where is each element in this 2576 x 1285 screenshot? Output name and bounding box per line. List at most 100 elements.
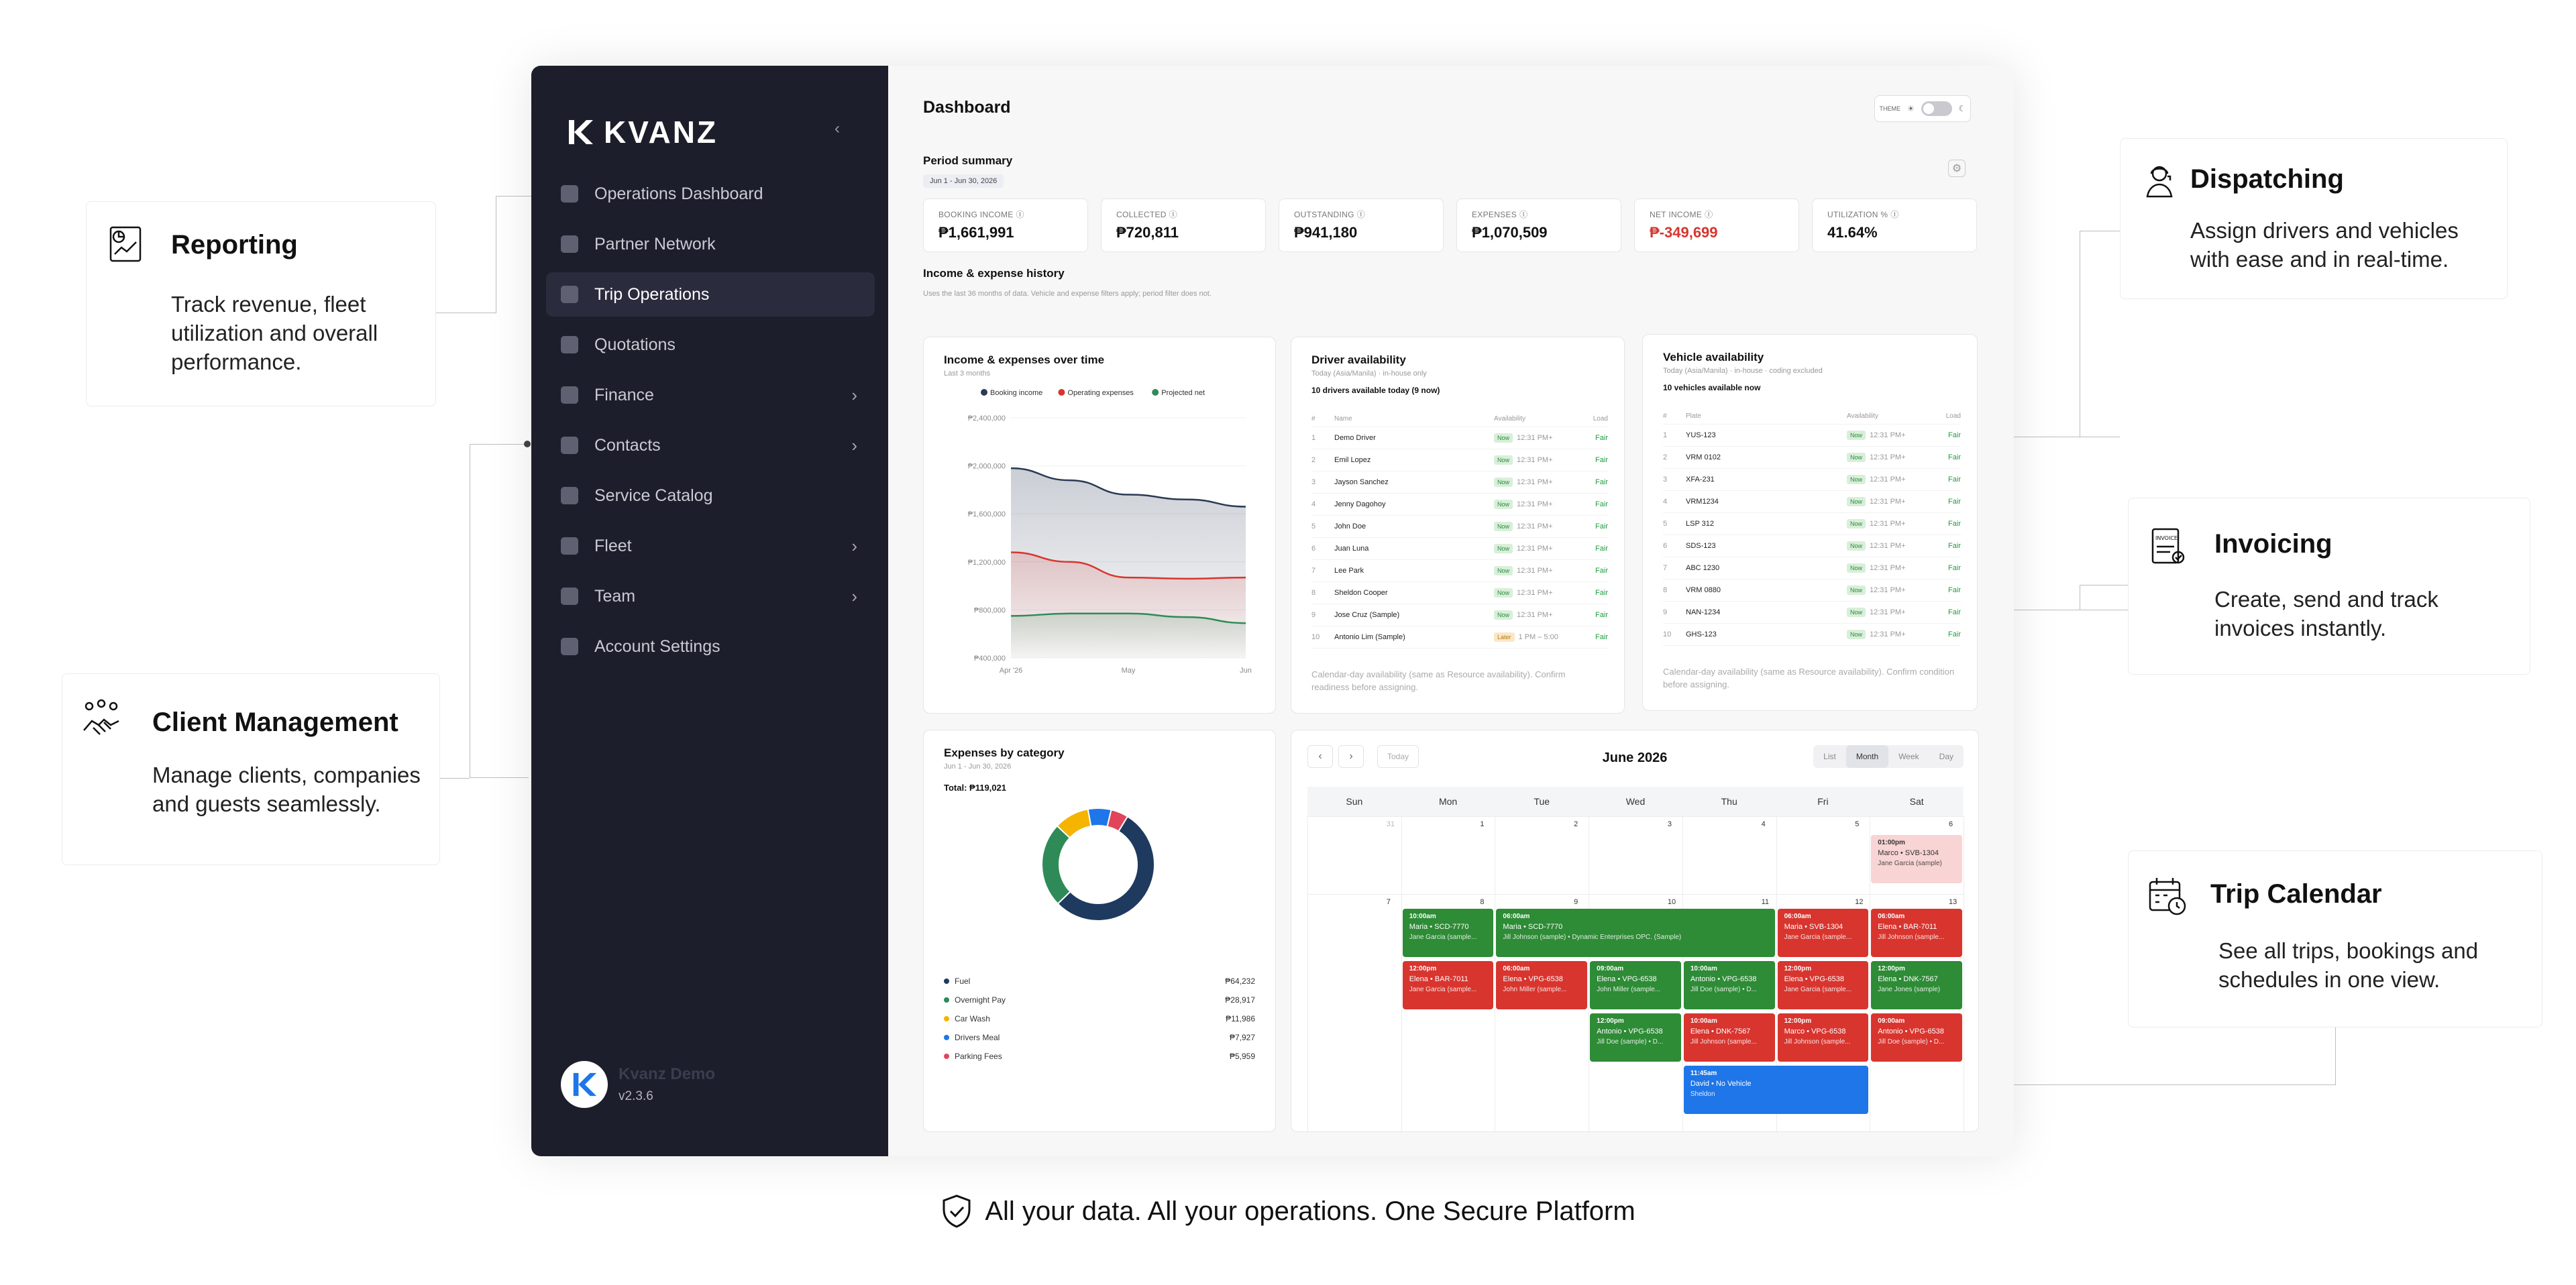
info-icon[interactable]: ⓘ xyxy=(1016,210,1024,219)
calendar-event[interactable]: 06:00am Elena • BAR-7011 Jill Johnson (sam… xyxy=(1871,909,1962,957)
calendar-event[interactable]: 12:00pm Elena • VPG-6538 Jane Garcia (samp… xyxy=(1777,961,1869,1009)
day-number[interactable]: 1 xyxy=(1480,820,1485,828)
event-title: Elena • DNK-7567 xyxy=(1690,1027,1751,1036)
main-content: Dashboard THEME ☀ ☾ Period summary Jun 1… xyxy=(888,66,2014,1156)
table-row[interactable]: 5 LSP 312 Now 12:31 PM+ Fair xyxy=(1663,513,1961,535)
period-range[interactable]: Jun 1 - Jun 30, 2026 xyxy=(923,174,1004,188)
status-badge: Now xyxy=(1494,588,1513,598)
day-number[interactable]: 12 xyxy=(1855,898,1864,906)
table-row[interactable]: 3 Jayson Sanchez Now 12:31 PM+ Fair xyxy=(1311,471,1608,494)
sidebar-item-service-catalog[interactable]: Service Catalog xyxy=(546,473,875,518)
day-number[interactable]: 13 xyxy=(1949,898,1957,906)
table-row[interactable]: 6 Juan Luna Now 12:31 PM+ Fair xyxy=(1311,538,1608,560)
expenses-title: Expenses by category xyxy=(944,746,1065,759)
day-number[interactable]: 6 xyxy=(1949,820,1953,828)
row-name: Jayson Sanchez xyxy=(1334,478,1389,486)
view-month[interactable]: Month xyxy=(1845,745,1889,768)
calendar-event[interactable]: 01:00pm Marco • SVB-1304 Jane Garcia (samp… xyxy=(1871,835,1962,883)
sidebar-item-finance[interactable]: Finance › xyxy=(546,373,875,417)
table-row[interactable]: 9 NAN-1234 Now 12:31 PM+ Fair xyxy=(1663,602,1961,624)
calendar-event[interactable]: 12:00pm Elena • BAR-7011 Jane Garcia (samp… xyxy=(1402,961,1494,1009)
row-index: 3 xyxy=(1663,476,1668,484)
sidebar-item-contacts[interactable]: Contacts › xyxy=(546,423,875,467)
theme-switch[interactable] xyxy=(1921,101,1952,116)
table-row[interactable]: 10 GHS-123 Now 12:31 PM+ Fair xyxy=(1663,624,1961,646)
day-number[interactable]: 9 xyxy=(1574,898,1578,906)
gear-icon[interactable]: ⚙ xyxy=(1948,160,1966,177)
legend-label: Car Wash xyxy=(955,1014,990,1023)
table-row[interactable]: 2 VRM 0102 Now 12:31 PM+ Fair xyxy=(1663,447,1961,469)
day-number[interactable]: 8 xyxy=(1480,898,1485,906)
table-row[interactable]: 7 Lee Park Now 12:31 PM+ Fair xyxy=(1311,560,1608,582)
sidebar-item-account-settings[interactable]: Account Settings xyxy=(546,624,875,669)
calendar-event[interactable]: 12:00pm Marco • VPG-6538 Jill Johnson (sam… xyxy=(1777,1013,1869,1062)
table-row[interactable]: 9 Jose Cruz (Sample) Now 12:31 PM+ Fair xyxy=(1311,604,1608,626)
sidebar-item-operations-dashboard[interactable]: Operations Dashboard xyxy=(546,172,875,216)
view-day[interactable]: Day xyxy=(1939,752,1953,761)
sidebar-item-quotations[interactable]: Quotations xyxy=(546,323,875,367)
availability-time: 12:31 PM+ xyxy=(1870,586,1906,594)
brand-logo[interactable]: KVANZ xyxy=(566,114,718,150)
event-title: Marco • VPG-6538 xyxy=(1784,1027,1846,1036)
calendar-event[interactable]: 06:00am Elena • VPG-6538 John Miller (samp… xyxy=(1496,961,1588,1009)
table-row[interactable]: 4 VRM1234 Now 12:31 PM+ Fair xyxy=(1663,491,1961,513)
event-time: 11:45am xyxy=(1690,1070,1717,1077)
sidebar-item-trip-operations[interactable]: Trip Operations xyxy=(546,272,875,317)
table-row[interactable]: 3 XFA-231 Now 12:31 PM+ Fair xyxy=(1663,469,1961,491)
table-row[interactable]: 7 ABC 1230 Now 12:31 PM+ Fair xyxy=(1663,557,1961,579)
calendar-event[interactable]: 10:00am Maria • SCD-7770 Jane Garcia (samp… xyxy=(1402,909,1494,957)
stat-label: EXPENSES ⓘ xyxy=(1472,209,1606,220)
calendar-event[interactable]: 06:00am Maria • SCD-7770 Jill Johnson (sam… xyxy=(1496,909,1775,957)
row-name: VRM1234 xyxy=(1686,498,1719,506)
sidebar-item-partner-network[interactable]: Partner Network xyxy=(546,222,875,266)
calendar-event[interactable]: 10:00am Elena • DNK-7567 Jill Johnson (sam… xyxy=(1683,1013,1775,1062)
view-week[interactable]: Week xyxy=(1898,752,1919,761)
calendar-event[interactable]: 12:00pm Antonio • VPG-6538 Jill Doe (sampl… xyxy=(1590,1013,1681,1062)
day-number[interactable]: 10 xyxy=(1667,898,1676,906)
sidebar-item-team[interactable]: Team › xyxy=(546,574,875,618)
stat-label: BOOKING INCOME ⓘ xyxy=(938,209,1073,220)
calendar-prev-button[interactable]: ‹ xyxy=(1307,745,1333,768)
view-list[interactable]: List xyxy=(1823,752,1836,761)
table-row[interactable]: 4 Jenny Dagohoy Now 12:31 PM+ Fair xyxy=(1311,494,1608,516)
day-number[interactable]: 5 xyxy=(1855,820,1860,828)
calendar-next-button[interactable]: › xyxy=(1338,745,1364,768)
calendar-event[interactable]: 09:00am Elena • VPG-6538 John Miller (samp… xyxy=(1590,961,1681,1009)
day-number[interactable]: 4 xyxy=(1761,820,1766,828)
day-number[interactable]: 31 xyxy=(1386,820,1395,828)
row-index: 4 xyxy=(1311,500,1316,508)
info-icon[interactable]: ⓘ xyxy=(1890,210,1899,219)
calendar-event[interactable]: 11:45am David • No Vehicle Sheldon xyxy=(1683,1066,1869,1114)
day-number[interactable]: 7 xyxy=(1386,898,1391,906)
table-row[interactable]: 6 SDS-123 Now 12:31 PM+ Fair xyxy=(1663,535,1961,557)
stat-card: BOOKING INCOME ⓘ ₱1,661,991 xyxy=(923,199,1088,252)
table-row[interactable]: 10 Antonio Lim (Sample) Later 1 PM – 5:00 Fa… xyxy=(1311,626,1608,649)
calendar-event[interactable]: 06:00am Maria • SVB-1304 Jane Garcia (samp… xyxy=(1777,909,1869,957)
table-row[interactable]: 5 John Doe Now 12:31 PM+ Fair xyxy=(1311,516,1608,538)
user-profile[interactable]: Kvanz Demo v2.3.6 xyxy=(561,1061,715,1108)
calendar-event[interactable]: 09:00am Antonio • VPG-6538 Jill Doe (sampl… xyxy=(1871,1013,1962,1062)
table-row[interactable]: 1 Demo Driver Now 12:31 PM+ Fair xyxy=(1311,427,1608,449)
info-icon[interactable]: ⓘ xyxy=(1705,210,1713,219)
column-header: Availability xyxy=(1494,415,1526,423)
table-row[interactable]: 2 Emil Lopez Now 12:31 PM+ Fair xyxy=(1311,449,1608,471)
calendar-today-button[interactable]: Today xyxy=(1377,745,1419,768)
info-icon[interactable]: ⓘ xyxy=(1519,210,1528,219)
availability-time: 1 PM – 5:00 xyxy=(1518,633,1558,641)
calendar-event[interactable]: 10:00am Antonio • VPG-6538 Jill Doe (sampl… xyxy=(1683,961,1775,1009)
info-icon[interactable]: ⓘ xyxy=(1356,210,1366,219)
day-number[interactable]: 3 xyxy=(1667,820,1672,828)
sidebar-item-fleet[interactable]: Fleet › xyxy=(546,524,875,568)
y-tick-label: ₱1,200,000 xyxy=(968,559,1006,567)
rocket-icon xyxy=(561,185,578,203)
day-number[interactable]: 11 xyxy=(1761,898,1769,906)
calendar-event[interactable]: 12:00pm Elena • DNK-7567 Jane Jones (sampl… xyxy=(1871,961,1962,1009)
day-number[interactable]: 2 xyxy=(1574,820,1578,828)
table-row[interactable]: 8 VRM 0880 Now 12:31 PM+ Fair xyxy=(1663,579,1961,602)
table-row[interactable]: 1 YUS-123 Now 12:31 PM+ Fair xyxy=(1663,425,1961,447)
column-header: Name xyxy=(1334,415,1352,423)
theme-toggle[interactable]: THEME ☀ ☾ xyxy=(1874,95,1971,122)
table-row[interactable]: 8 Sheldon Cooper Now 12:31 PM+ Fair xyxy=(1311,582,1608,604)
chevron-left-icon[interactable]: ‹ xyxy=(835,119,840,137)
info-icon[interactable]: ⓘ xyxy=(1169,210,1178,219)
